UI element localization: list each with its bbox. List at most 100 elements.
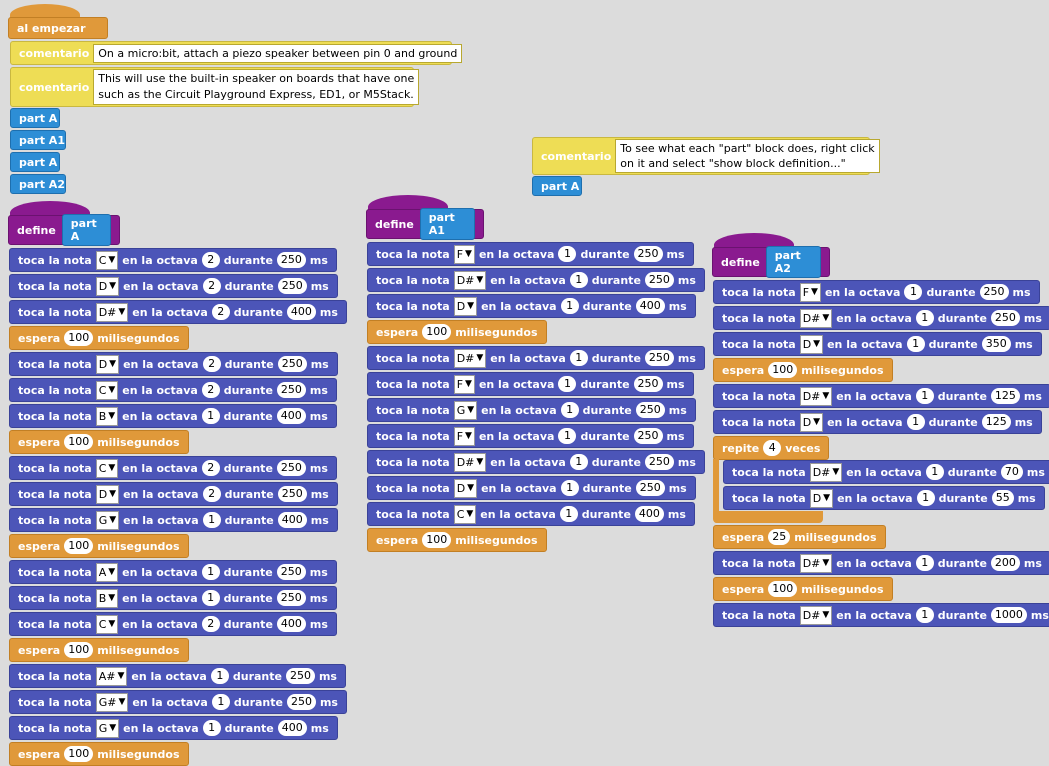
note-dropdown[interactable]: G# ▼ xyxy=(95,692,129,712)
duration-input[interactable]: 400 xyxy=(286,304,316,320)
play-tone-block[interactable]: toca la nota C ▼ en la octava 2 durante 250 ms xyxy=(9,378,337,402)
wait-ms-input[interactable]: 100 xyxy=(768,362,798,378)
duration-input[interactable]: 250 xyxy=(276,564,306,580)
octave-input[interactable]: 2 xyxy=(201,382,220,398)
comment-text-1[interactable]: On a micro:bit, attach a piezo speaker b… xyxy=(93,43,463,63)
comment-text-3[interactable]: To see what each "part" block does, righ… xyxy=(615,139,880,173)
play-tone-block[interactable]: toca la nota G ▼ en la octava 1 durante 400 ms xyxy=(9,716,338,740)
duration-input[interactable]: 250 xyxy=(633,428,663,444)
octave-input[interactable]: 1 xyxy=(904,284,923,300)
octave-input[interactable]: 2 xyxy=(201,252,220,268)
play-tone-block[interactable]: toca la nota F ▼ en la octava 1 durante 250 ms xyxy=(367,372,694,396)
wait-ms-input[interactable]: 100 xyxy=(768,581,798,597)
duration-input[interactable]: 250 xyxy=(633,376,663,392)
octave-input[interactable]: 2 xyxy=(202,356,221,372)
note-dropdown[interactable]: A# ▼ xyxy=(95,666,128,686)
note-dropdown[interactable]: F ▼ xyxy=(453,374,475,394)
octave-input[interactable]: 2 xyxy=(202,486,221,502)
duration-input[interactable]: 1000 xyxy=(990,607,1027,623)
define-part-a1[interactable]: define part A1 xyxy=(366,208,484,240)
play-tone-block[interactable]: toca la nota D ▼ en la octava 1 durante 125 ms xyxy=(713,410,1042,434)
octave-input[interactable]: 1 xyxy=(558,428,577,444)
octave-input[interactable]: 1 xyxy=(915,388,934,404)
wait-ms-input[interactable]: 100 xyxy=(64,434,94,450)
call-part-a[interactable]: part A xyxy=(10,108,60,128)
note-dropdown[interactable]: D ▼ xyxy=(799,412,824,432)
note-dropdown[interactable]: D ▼ xyxy=(95,484,120,504)
note-dropdown[interactable]: D# ▼ xyxy=(799,386,833,406)
duration-input[interactable]: 125 xyxy=(981,414,1011,430)
define-part-a[interactable]: define part A xyxy=(8,214,120,246)
duration-input[interactable]: 400 xyxy=(277,512,307,528)
wait-block[interactable]: espera 100 milisegundos xyxy=(367,528,547,552)
duration-input[interactable]: 250 xyxy=(285,668,315,684)
octave-input[interactable]: 2 xyxy=(201,460,220,476)
duration-input[interactable]: 250 xyxy=(990,310,1020,326)
octave-input[interactable]: 1 xyxy=(210,668,229,684)
octave-input[interactable]: 1 xyxy=(569,272,588,288)
comment-block-2[interactable]: comentario This will use the built-in sp… xyxy=(10,67,420,107)
play-tone-block[interactable]: toca la nota D# ▼ en la octava 1 durante 1000 m… xyxy=(713,603,1049,627)
play-tone-block[interactable]: toca la nota C ▼ en la octava 2 durante 250 ms xyxy=(9,456,337,480)
note-dropdown[interactable]: D# ▼ xyxy=(809,462,843,482)
play-tone-block[interactable]: toca la nota C ▼ en la octava 2 durante 400 ms xyxy=(9,612,337,636)
octave-input[interactable]: 1 xyxy=(569,454,588,470)
wait-block[interactable]: espera 100 milisegundos xyxy=(367,320,547,344)
play-tone-block[interactable]: toca la nota G ▼ en la octava 1 durante 250 ms xyxy=(367,398,696,422)
octave-input[interactable]: 1 xyxy=(560,402,579,418)
note-dropdown[interactable]: D# ▼ xyxy=(453,270,487,290)
play-tone-block[interactable]: toca la nota D# ▼ en la octava 1 durante 250 ms xyxy=(367,346,705,370)
wait-block[interactable]: espera 100 milisegundos xyxy=(9,638,189,662)
note-dropdown[interactable]: B ▼ xyxy=(95,588,119,608)
note-dropdown[interactable]: D# ▼ xyxy=(799,605,833,625)
octave-input[interactable]: 1 xyxy=(202,720,221,736)
play-tone-block[interactable]: toca la nota D# ▼ en la octava 2 durante 400 ms xyxy=(9,300,347,324)
duration-input[interactable]: 70 xyxy=(1000,464,1023,480)
note-dropdown[interactable]: F ▼ xyxy=(453,244,475,264)
octave-input[interactable]: 1 xyxy=(201,564,220,580)
duration-input[interactable]: 350 xyxy=(981,336,1011,352)
play-tone-block[interactable]: toca la nota B ▼ en la octava 1 durante 400 ms xyxy=(9,404,337,428)
duration-input[interactable]: 200 xyxy=(990,555,1020,571)
note-dropdown[interactable]: D ▼ xyxy=(453,296,478,316)
duration-input[interactable]: 250 xyxy=(277,356,307,372)
octave-input[interactable]: 1 xyxy=(925,464,944,480)
wait-ms-input[interactable]: 100 xyxy=(422,324,452,340)
note-dropdown[interactable]: C ▼ xyxy=(95,380,119,400)
play-tone-block[interactable]: toca la nota D ▼ en la octava 2 durante 250 ms xyxy=(9,274,338,298)
repeat-block[interactable]: repite 4 veces xyxy=(713,436,830,460)
play-tone-block[interactable]: toca la nota C ▼ en la octava 1 durante 400 ms xyxy=(367,502,695,526)
play-tone-block[interactable]: toca la nota D# ▼ en la octava 1 durante 250 ms xyxy=(367,268,705,292)
play-tone-block[interactable]: toca la nota G ▼ en la octava 1 durante 400 ms xyxy=(9,508,338,532)
duration-input[interactable]: 250 xyxy=(644,350,674,366)
note-dropdown[interactable]: D# ▼ xyxy=(799,308,833,328)
wait-ms-input[interactable]: 100 xyxy=(64,538,94,554)
define-part-a2[interactable]: define part A2 xyxy=(712,246,830,278)
wait-ms-input[interactable]: 25 xyxy=(768,529,791,545)
octave-input[interactable]: 2 xyxy=(202,278,221,294)
wait-block[interactable]: espera 100 milisegundos xyxy=(9,742,189,766)
octave-input[interactable]: 2 xyxy=(211,304,230,320)
duration-input[interactable]: 250 xyxy=(277,486,307,502)
duration-input[interactable]: 250 xyxy=(276,252,306,268)
note-dropdown[interactable]: D ▼ xyxy=(809,488,834,508)
duration-input[interactable]: 250 xyxy=(277,278,307,294)
octave-input[interactable]: 1 xyxy=(211,694,230,710)
play-tone-block[interactable]: toca la nota D ▼ en la octava 2 durante 250 ms xyxy=(9,482,338,506)
octave-input[interactable]: 1 xyxy=(915,607,934,623)
octave-input[interactable]: 1 xyxy=(201,408,220,424)
note-dropdown[interactable]: B ▼ xyxy=(95,406,119,426)
play-tone-block[interactable]: toca la nota G# ▼ en la octava 1 durante 250 ms xyxy=(9,690,347,714)
note-dropdown[interactable]: D ▼ xyxy=(453,478,478,498)
wait-block[interactable]: espera 25 milisegundos xyxy=(713,525,886,549)
octave-input[interactable]: 1 xyxy=(906,414,925,430)
octave-input[interactable]: 2 xyxy=(201,616,220,632)
comment-block-1[interactable]: comentario On a micro:bit, attach a piez… xyxy=(10,41,463,65)
duration-input[interactable]: 250 xyxy=(633,246,663,262)
call-part-a[interactable]: part A xyxy=(532,176,582,196)
play-tone-block[interactable]: toca la nota D# ▼ en la octava 1 durante 250 ms xyxy=(367,450,705,474)
note-dropdown[interactable]: D ▼ xyxy=(799,334,824,354)
octave-input[interactable]: 1 xyxy=(915,555,934,571)
repeat-count-input[interactable]: 4 xyxy=(763,440,782,456)
wait-ms-input[interactable]: 100 xyxy=(64,330,94,346)
